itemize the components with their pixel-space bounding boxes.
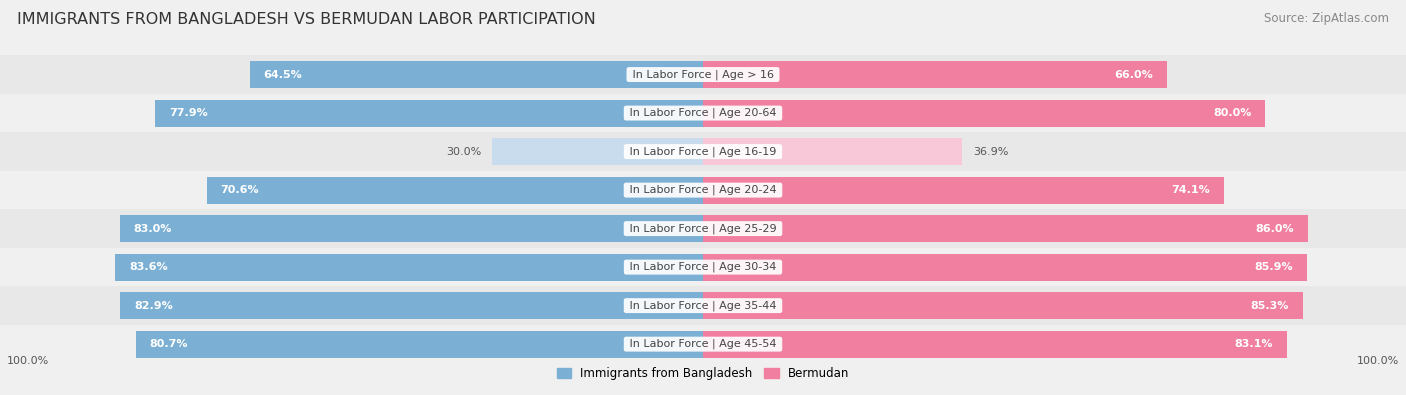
Bar (120, 292, 703, 319)
Text: 36.9%: 36.9% (973, 147, 1008, 156)
Bar (703, 331, 1288, 357)
Text: In Labor Force | Age 35-44: In Labor Force | Age 35-44 (626, 300, 780, 311)
Text: IMMIGRANTS FROM BANGLADESH VS BERMUDAN LABOR PARTICIPATION: IMMIGRANTS FROM BANGLADESH VS BERMUDAN L… (17, 12, 596, 27)
Bar (703, 215, 1308, 242)
Text: 85.9%: 85.9% (1254, 262, 1294, 272)
Text: 80.0%: 80.0% (1213, 108, 1251, 118)
Text: 100.0%: 100.0% (1357, 356, 1399, 365)
Text: In Labor Force | Age 25-29: In Labor Force | Age 25-29 (626, 223, 780, 234)
Bar (250, 61, 703, 88)
Bar (135, 331, 703, 357)
Text: 74.1%: 74.1% (1171, 185, 1209, 195)
Text: 100.0%: 100.0% (7, 356, 49, 365)
Text: 64.5%: 64.5% (264, 70, 302, 79)
Text: 70.6%: 70.6% (221, 185, 259, 195)
Bar (0, 286, 1406, 325)
Bar (703, 254, 1308, 280)
Text: 86.0%: 86.0% (1256, 224, 1294, 233)
Bar (703, 292, 1303, 319)
Bar (492, 138, 703, 165)
Bar (0, 209, 1406, 248)
Text: In Labor Force | Age 20-24: In Labor Force | Age 20-24 (626, 185, 780, 196)
Text: 66.0%: 66.0% (1114, 70, 1153, 79)
Bar (703, 61, 1167, 88)
Legend: Immigrants from Bangladesh, Bermudan: Immigrants from Bangladesh, Bermudan (553, 363, 853, 385)
Bar (0, 94, 1406, 132)
Text: In Labor Force | Age 30-34: In Labor Force | Age 30-34 (626, 262, 780, 273)
Text: Source: ZipAtlas.com: Source: ZipAtlas.com (1264, 12, 1389, 25)
Bar (0, 325, 1406, 363)
Bar (0, 248, 1406, 286)
Bar (0, 171, 1406, 209)
Text: 83.0%: 83.0% (134, 224, 172, 233)
Bar (115, 254, 703, 280)
Bar (703, 100, 1265, 126)
Bar (703, 138, 962, 165)
Text: 82.9%: 82.9% (134, 301, 173, 310)
Text: 85.3%: 85.3% (1250, 301, 1289, 310)
Text: 83.6%: 83.6% (129, 262, 167, 272)
Text: 83.1%: 83.1% (1234, 339, 1272, 349)
Text: 30.0%: 30.0% (446, 147, 481, 156)
Bar (0, 55, 1406, 94)
Text: 77.9%: 77.9% (169, 108, 208, 118)
Text: In Labor Force | Age 20-64: In Labor Force | Age 20-64 (626, 108, 780, 118)
Bar (703, 177, 1223, 203)
Bar (155, 100, 703, 126)
Bar (0, 132, 1406, 171)
Text: In Labor Force | Age 45-54: In Labor Force | Age 45-54 (626, 339, 780, 350)
Text: 80.7%: 80.7% (149, 339, 188, 349)
Bar (120, 215, 703, 242)
Text: In Labor Force | Age > 16: In Labor Force | Age > 16 (628, 69, 778, 80)
Bar (207, 177, 703, 203)
Text: In Labor Force | Age 16-19: In Labor Force | Age 16-19 (626, 146, 780, 157)
